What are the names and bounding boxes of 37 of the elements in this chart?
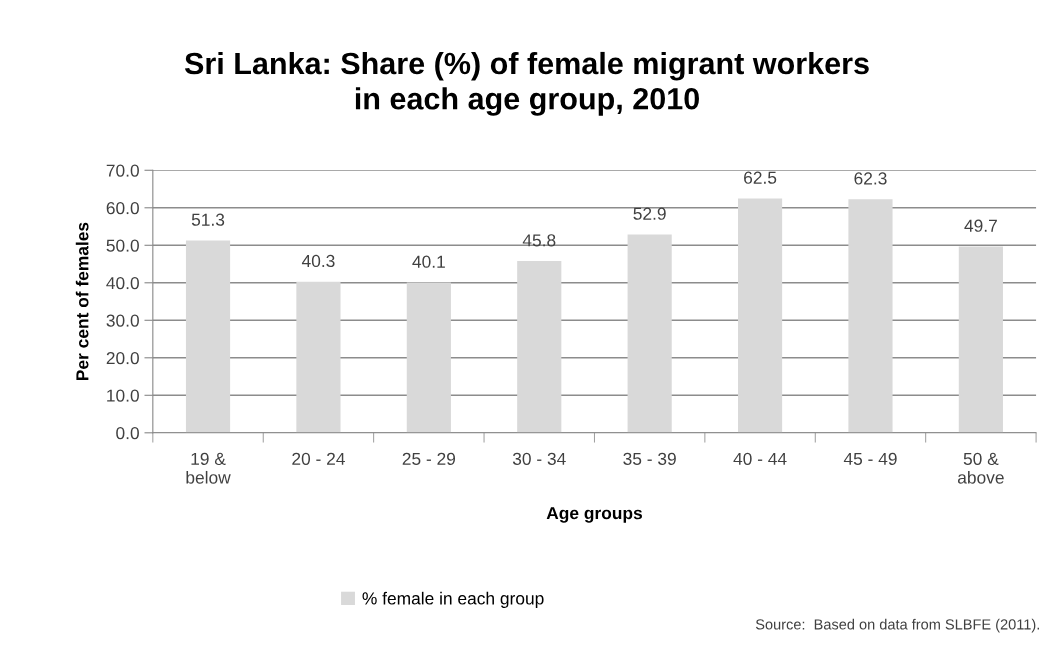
- data-label: 51.3: [191, 213, 225, 226]
- y-axis-title: Per cent of females: [75, 222, 89, 380]
- data-label: 62.5: [744, 171, 777, 184]
- data-label: 62.3: [854, 172, 887, 185]
- data-label: 40.1: [412, 255, 445, 268]
- bar: [517, 261, 562, 433]
- x-tick-label: 30 - 34: [512, 452, 566, 465]
- bar: [185, 240, 231, 433]
- chart-title: Sri Lanka: Share (%) of female migrant workers in each age group, 2010: [184, 51, 869, 116]
- x-tick-label: 45 - 49: [843, 452, 897, 465]
- x-tick-label: 20 - 24: [292, 452, 345, 465]
- data-label: 40.3: [301, 254, 335, 268]
- x-tick-label: 19 & below: [186, 452, 231, 484]
- bar: [627, 234, 672, 433]
- bar: [848, 199, 893, 433]
- x-tick-label: 40 - 44: [733, 452, 787, 465]
- legend-label: % female in each group: [362, 591, 544, 608]
- data-label: 49.7: [964, 219, 997, 232]
- data-label: 45.8: [522, 234, 556, 247]
- bar: [737, 198, 783, 433]
- y-tick-label: 40.0: [106, 276, 139, 290]
- y-tick-label: 70.0: [106, 164, 139, 177]
- y-tick-label: 50.0: [106, 239, 139, 252]
- y-tick-label: 60.0: [106, 201, 139, 215]
- y-tick-label: 30.0: [106, 314, 139, 327]
- x-tick-label: 25 - 29: [402, 452, 456, 465]
- x-tick-label: 50 & above: [957, 452, 1004, 484]
- data-label: 52.9: [633, 207, 666, 220]
- x-axis-title: Age groups: [546, 507, 642, 523]
- bar: [296, 281, 341, 433]
- y-tick-label: 20.0: [106, 351, 139, 365]
- source-note: Source: Based on data from SLBFE (2011).: [755, 618, 1039, 633]
- y-tick-label: 10.0: [107, 389, 139, 402]
- bar: [406, 282, 451, 433]
- bar: [958, 246, 1003, 433]
- y-tick-label: 0.0: [116, 426, 139, 440]
- x-tick-label: 35 - 39: [623, 452, 676, 465]
